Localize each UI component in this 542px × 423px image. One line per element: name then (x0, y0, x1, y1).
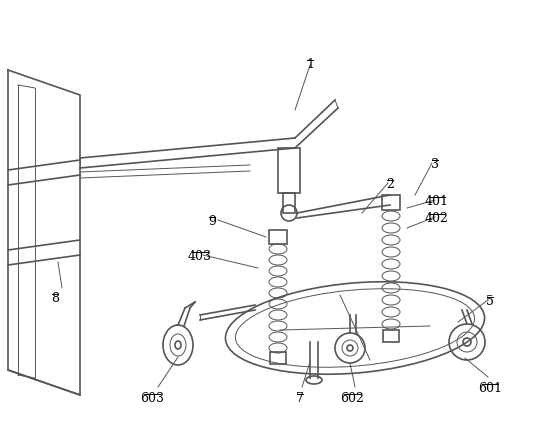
Text: 401: 401 (425, 195, 449, 208)
Bar (382, 195, 400, 210)
Bar (270, 352, 286, 364)
Text: 603: 603 (140, 392, 164, 405)
Bar (278, 148, 300, 193)
Text: 601: 601 (478, 382, 502, 395)
Text: 402: 402 (425, 212, 449, 225)
Text: 8: 8 (51, 292, 59, 305)
Text: 1: 1 (306, 58, 314, 71)
Text: 403: 403 (188, 250, 212, 263)
Bar (383, 330, 399, 342)
Text: 602: 602 (340, 392, 364, 405)
Text: 5: 5 (486, 295, 494, 308)
Text: 7: 7 (296, 392, 304, 405)
Text: 9: 9 (208, 215, 216, 228)
Text: 2: 2 (386, 178, 394, 191)
Text: 3: 3 (431, 158, 439, 171)
Bar (283, 193, 295, 213)
Bar (269, 230, 287, 244)
